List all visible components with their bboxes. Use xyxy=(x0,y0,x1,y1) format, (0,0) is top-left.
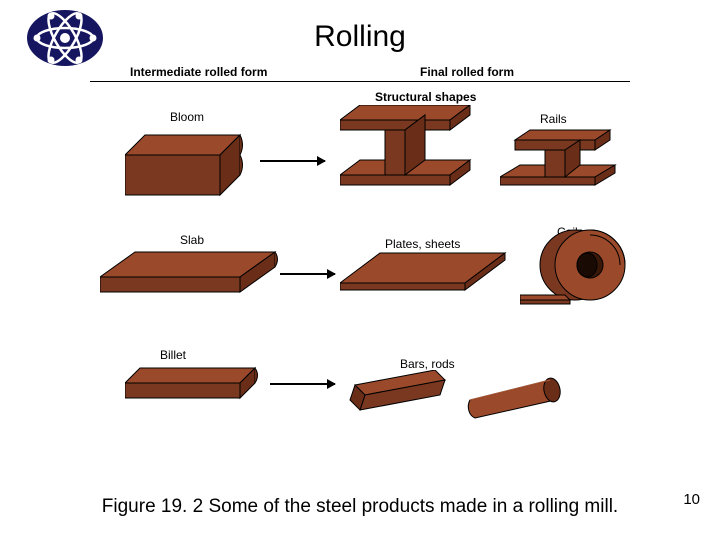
shape-plate xyxy=(340,250,510,310)
header-final: Final rolled form xyxy=(420,65,514,79)
label-bloom: Bloom xyxy=(170,110,204,124)
header-structural: Structural shapes xyxy=(375,90,476,104)
label-bars: Bars, rods xyxy=(400,357,455,371)
page-number: 10 xyxy=(683,491,700,508)
header-intermediate: Intermediate rolled form xyxy=(130,65,267,79)
shape-rail xyxy=(500,125,620,205)
shape-ibeam xyxy=(340,105,480,210)
arrow-slab xyxy=(280,273,335,275)
arrow-bloom xyxy=(260,160,325,162)
header-rule xyxy=(90,81,630,82)
label-plates: Plates, sheets xyxy=(385,237,460,251)
label-billet: Billet xyxy=(160,348,186,362)
diagram-area: Intermediate rolled form Final rolled fo… xyxy=(90,65,650,465)
label-slab: Slab xyxy=(180,233,204,247)
figure-caption: Figure 19. 2 Some of the steel products … xyxy=(0,496,720,518)
shape-slab xyxy=(100,247,280,312)
shape-billet xyxy=(125,363,265,418)
shape-bar xyxy=(345,370,455,430)
page-title: Rolling xyxy=(0,20,720,54)
label-rails: Rails xyxy=(540,112,567,126)
shape-rod xyxy=(460,370,570,425)
shape-coil xyxy=(520,220,630,315)
shape-bloom xyxy=(125,125,255,210)
arrow-billet xyxy=(270,383,335,385)
